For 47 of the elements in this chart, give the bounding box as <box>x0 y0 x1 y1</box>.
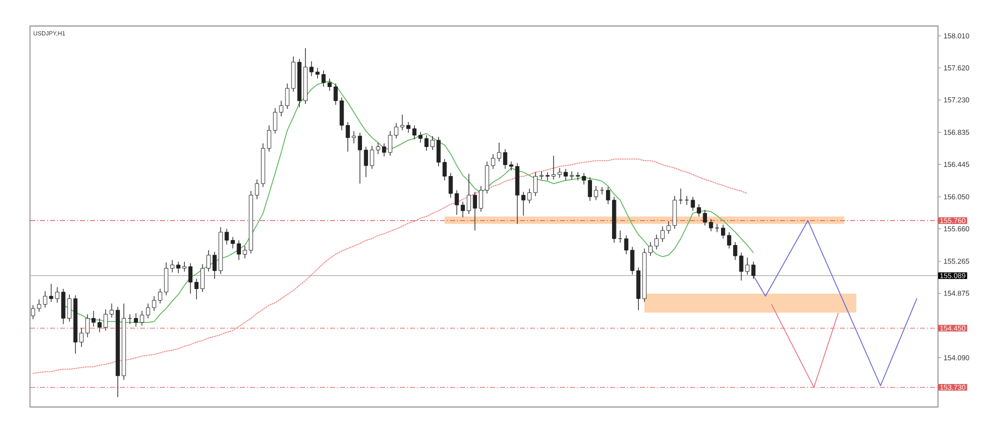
candlestick <box>85 314 90 338</box>
candlestick <box>478 186 484 212</box>
candlestick <box>678 188 683 205</box>
candlestick <box>370 146 374 170</box>
candlestick <box>660 226 665 242</box>
candlestick <box>309 60 314 76</box>
candlestick <box>37 299 42 312</box>
candlestick <box>91 310 96 327</box>
candlestick <box>648 242 653 256</box>
candlestick <box>364 146 368 178</box>
candlestick <box>533 172 538 196</box>
candlestick <box>702 210 708 226</box>
candlestick <box>424 134 429 152</box>
candlestick <box>146 303 150 319</box>
candlestick <box>546 172 550 181</box>
candlestick <box>539 170 544 180</box>
candlestick <box>322 70 326 88</box>
candlestick <box>606 186 610 205</box>
candlestick <box>684 196 689 206</box>
candlestick <box>242 246 247 259</box>
candlestick <box>690 196 695 212</box>
candlestick <box>30 304 36 320</box>
candlestick <box>200 264 205 292</box>
candlestick <box>418 132 423 143</box>
candlestick <box>472 192 477 231</box>
candlestick <box>654 234 659 250</box>
candlestick <box>527 188 532 204</box>
candlestick <box>194 278 199 300</box>
candlestick <box>140 310 144 326</box>
candlestick <box>134 313 138 327</box>
line-series <box>752 220 918 386</box>
candlestick <box>315 68 320 79</box>
candlestick <box>254 179 260 200</box>
candlestick <box>152 296 156 312</box>
candlestick <box>358 132 362 184</box>
candlestick <box>708 218 714 232</box>
candlestick <box>594 186 598 200</box>
candlestick <box>188 262 192 294</box>
candlestick <box>436 136 441 167</box>
candlestick <box>588 176 592 202</box>
candlestick <box>376 142 380 154</box>
candlestick <box>206 250 211 272</box>
candlestick <box>714 224 720 232</box>
candlestick <box>696 204 701 217</box>
candlestick <box>79 328 84 348</box>
candlestick <box>491 154 496 170</box>
candlestick <box>430 136 435 150</box>
